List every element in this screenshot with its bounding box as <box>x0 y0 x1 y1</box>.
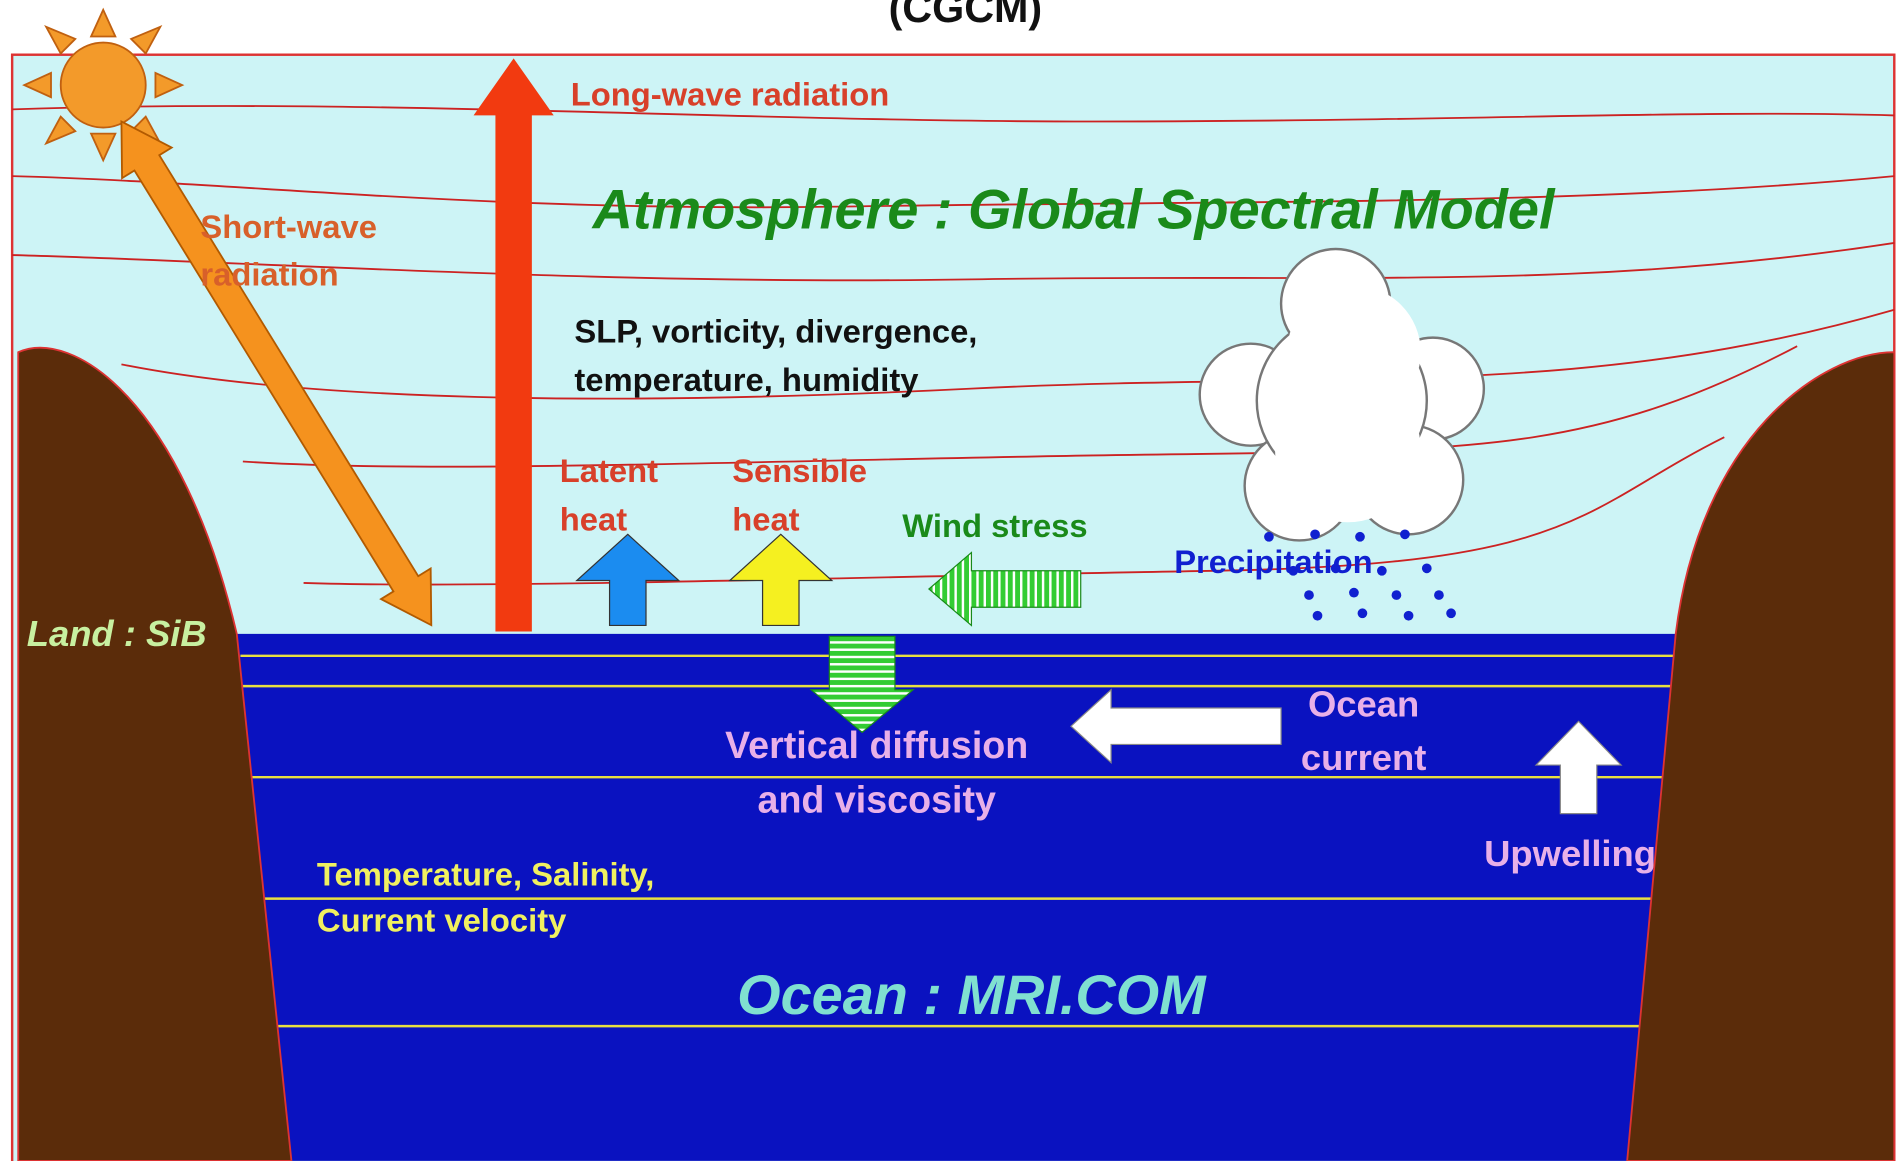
atmosphere-title: Atmosphere : Global Spectral Model <box>591 177 1556 240</box>
upwelling-arrow <box>1534 720 1623 815</box>
wind-stress-arrow <box>927 551 1082 627</box>
long-wave-arrow <box>473 58 554 632</box>
vertical-diffusion-arrow <box>809 635 915 734</box>
latent-heat-label: Latent <box>560 452 658 489</box>
sensible-heat-label: heat <box>732 501 799 538</box>
wind-stress-label: Wind stress <box>902 507 1087 544</box>
short-wave-label: radiation <box>200 255 338 292</box>
atmosphere-variables: temperature, humidity <box>574 361 919 398</box>
ocean-variables: Current velocity <box>317 901 567 938</box>
precipitation-label: Precipitation <box>1174 543 1372 580</box>
ocean-current-label: current <box>1301 737 1426 778</box>
sun <box>22 7 185 163</box>
short-wave-label: Short-wave <box>200 208 377 245</box>
land-label: Land : SiB <box>27 613 207 654</box>
cloud <box>1198 247 1486 542</box>
sensible-heat-arrow <box>728 533 834 627</box>
land-left <box>17 347 293 1161</box>
atmosphere-variables: SLP, vorticity, divergence, <box>574 313 977 350</box>
latent-heat-arrow <box>575 533 681 627</box>
upwelling-label: Upwelling <box>1484 833 1656 874</box>
rain <box>1264 529 1456 621</box>
title: (CGCM) <box>889 0 1043 31</box>
latent-heat-label: heat <box>560 501 627 538</box>
sensible-heat-label: Sensible <box>732 452 867 489</box>
ocean-layers <box>240 654 1674 1028</box>
ocean-title: Ocean : MRI.COM <box>737 963 1207 1026</box>
contours <box>12 105 1895 586</box>
vertical-diffusion-label: Vertical diffusion <box>725 724 1028 766</box>
short-wave-arrow <box>120 119 433 627</box>
ocean-current-arrow <box>1070 688 1282 765</box>
ocean-current-label: Ocean <box>1308 684 1419 725</box>
long-wave-label: Long-wave radiation <box>571 76 890 113</box>
ocean-variables: Temperature, Salinity, <box>317 855 654 892</box>
vertical-diffusion-label: and viscosity <box>758 778 996 820</box>
land-right <box>1626 351 1896 1161</box>
